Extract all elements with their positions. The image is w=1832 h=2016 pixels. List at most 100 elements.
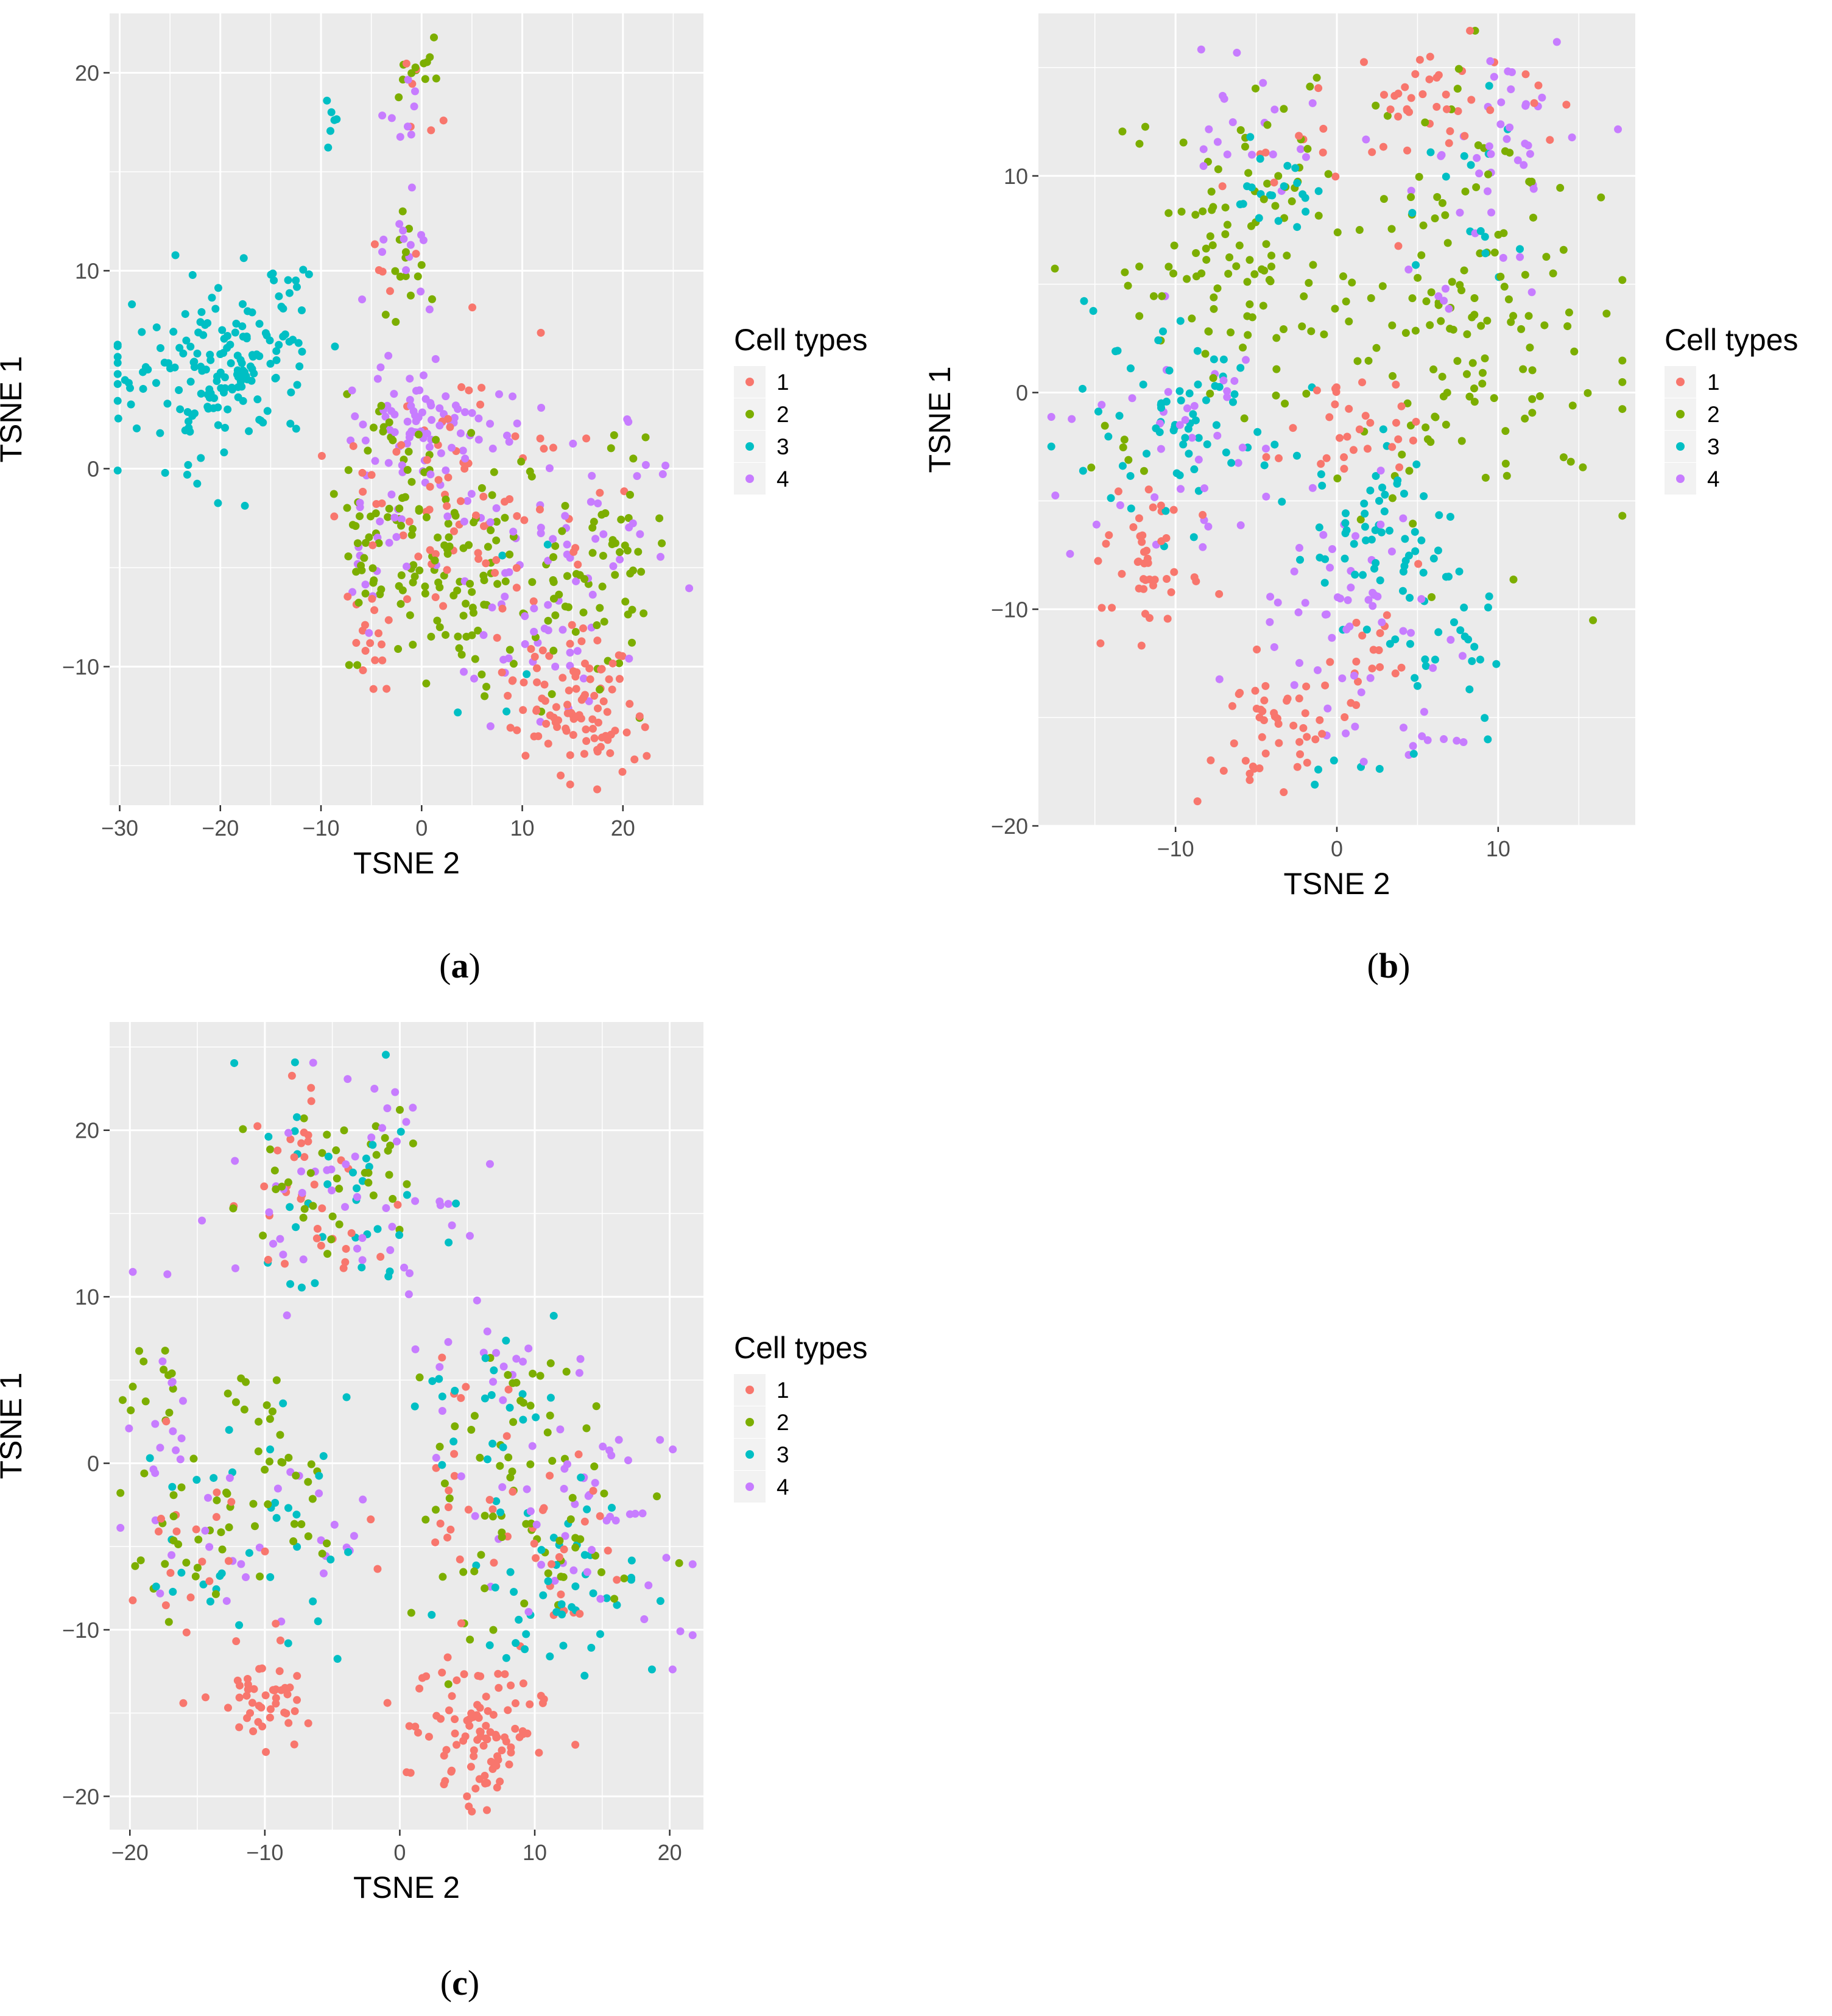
point-type-1 [330, 512, 339, 521]
point-type-1 [582, 725, 590, 734]
point-type-4 [1521, 139, 1529, 148]
point-type-3 [428, 1377, 437, 1386]
point-type-4 [1357, 688, 1365, 697]
point-type-1 [464, 1506, 473, 1514]
point-type-4 [1338, 674, 1347, 683]
point-type-4 [489, 1378, 498, 1386]
point-type-2 [611, 571, 619, 579]
point-type-3 [1366, 486, 1375, 495]
point-type-3 [410, 1402, 419, 1411]
legend-marker-3 [745, 442, 754, 451]
point-type-2 [1417, 251, 1426, 259]
point-type-1 [506, 724, 515, 732]
point-type-3 [349, 1168, 358, 1177]
point-type-3 [1203, 440, 1211, 449]
point-type-2 [323, 1130, 331, 1139]
point-type-1 [1303, 758, 1311, 767]
point-type-4 [498, 1483, 507, 1492]
point-type-1 [444, 1503, 453, 1512]
point-type-3 [1283, 161, 1292, 170]
point-type-2 [1331, 305, 1339, 313]
point-type-1 [1317, 460, 1325, 468]
point-type-2 [266, 1415, 274, 1423]
point-type-3 [1184, 425, 1193, 433]
point-type-1 [474, 1671, 482, 1680]
point-type-2 [1227, 328, 1235, 337]
point-type-1 [460, 465, 469, 473]
point-type-3 [596, 1630, 604, 1638]
point-type-4 [1404, 266, 1413, 274]
point-type-2 [1421, 118, 1429, 127]
point-type-2 [558, 527, 566, 535]
point-type-2 [1434, 301, 1443, 309]
point-type-2 [389, 436, 397, 445]
point-type-1 [1275, 454, 1283, 462]
point-type-2 [1437, 317, 1445, 325]
point-type-3 [286, 420, 295, 428]
point-type-3 [1434, 628, 1443, 636]
point-type-1 [643, 752, 651, 760]
y-tick-label: −10 [62, 1618, 99, 1643]
point-type-3 [230, 1059, 239, 1067]
point-type-3 [1516, 245, 1524, 253]
point-type-3 [1468, 657, 1476, 665]
point-type-3 [210, 1474, 218, 1482]
point-type-1 [374, 629, 382, 638]
point-type-3 [243, 375, 252, 384]
point-type-3 [163, 400, 172, 408]
point-type-3 [1377, 528, 1386, 537]
point-type-2 [1521, 270, 1529, 279]
point-type-3 [152, 1582, 160, 1591]
point-type-2 [415, 566, 424, 575]
point-type-4 [1262, 492, 1270, 501]
point-type-1 [520, 516, 529, 524]
point-type-1 [1388, 443, 1397, 451]
point-type-2 [229, 1204, 238, 1213]
point-type-1 [344, 593, 352, 601]
point-type-4 [403, 417, 412, 426]
point-type-4 [1497, 98, 1506, 107]
point-type-2 [344, 466, 353, 474]
point-type-2 [430, 33, 439, 41]
point-type-1 [1392, 380, 1400, 389]
point-type-3 [1413, 682, 1422, 690]
point-type-1 [588, 715, 597, 724]
x-tick-label: −30 [101, 816, 138, 841]
point-type-2 [1135, 263, 1144, 271]
point-type-2 [370, 576, 378, 585]
point-type-2 [1496, 272, 1505, 281]
point-type-1 [532, 707, 541, 715]
point-type-1 [1289, 424, 1297, 432]
point-type-1 [1135, 584, 1143, 593]
point-type-2 [454, 632, 462, 641]
point-type-2 [161, 1347, 169, 1355]
point-type-3 [1157, 403, 1166, 412]
point-type-3 [324, 1152, 333, 1161]
point-type-1 [557, 771, 565, 780]
point-type-2 [548, 1457, 557, 1465]
point-type-1 [432, 1464, 440, 1472]
point-type-2 [300, 1114, 308, 1123]
point-type-4 [381, 412, 390, 421]
point-type-1 [507, 1748, 515, 1757]
point-type-2 [1355, 226, 1364, 234]
point-type-4 [1399, 627, 1407, 635]
point-type-2 [1243, 278, 1252, 286]
point-type-3 [373, 1225, 382, 1233]
point-type-1 [456, 1555, 464, 1563]
point-type-1 [1394, 112, 1403, 121]
point-type-3 [277, 302, 286, 311]
point-type-1 [393, 1200, 402, 1209]
point-type-1 [1349, 446, 1358, 454]
point-type-3 [512, 1639, 520, 1648]
point-type-3 [1426, 148, 1435, 157]
point-type-2 [566, 1515, 575, 1523]
point-type-4 [1150, 493, 1159, 501]
point-type-2 [571, 1543, 580, 1552]
point-type-1 [1442, 105, 1451, 113]
point-type-2 [262, 1401, 271, 1409]
point-type-4 [1326, 563, 1334, 572]
point-type-4 [1516, 253, 1524, 261]
point-type-3 [1431, 655, 1439, 664]
